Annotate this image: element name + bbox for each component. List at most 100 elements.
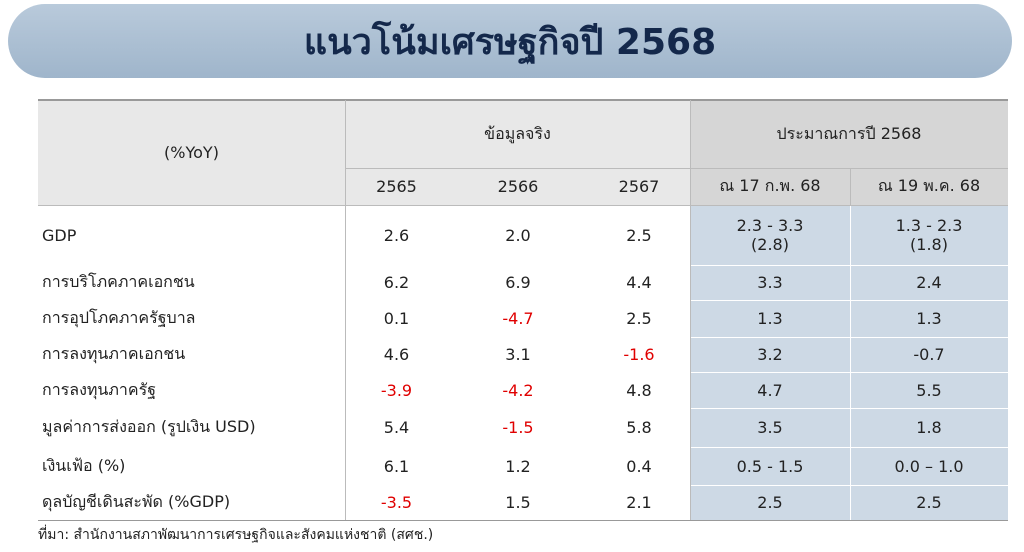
value: 1.8 <box>916 418 942 437</box>
rule <box>38 99 1008 101</box>
value: -1.5 <box>502 418 534 437</box>
value-cell: 0.1 <box>345 300 448 337</box>
row-label: การลงทุนภาครัฐ <box>42 379 157 399</box>
header-bg <box>38 100 690 205</box>
value-cell: 2.5 <box>588 205 690 265</box>
value-cell: 1.8 <box>850 408 1008 447</box>
title: แนวโน้มเศรษฐกิจปี 2568 <box>303 21 717 63</box>
column-cell: 2567 <box>588 168 690 205</box>
value: (2.8) <box>751 235 789 254</box>
column-cell: 2566 <box>448 168 588 205</box>
value-cell: 3.3 <box>690 265 850 300</box>
value-cell: 5.5 <box>850 372 1008 408</box>
value: 2.0 <box>505 225 531 245</box>
value: 2.5 <box>916 493 942 512</box>
value-cell: 2.6 <box>345 205 448 265</box>
group-cell: ประมาณการปี 2568 <box>690 100 1008 168</box>
value-cell: 2.5 <box>588 300 690 337</box>
value: 6.9 <box>505 273 531 292</box>
row-rule <box>691 300 1008 301</box>
row-label: GDP <box>42 225 77 245</box>
column-cell: ณ 19 พ.ค. 68 <box>850 168 1008 205</box>
corner: (%YoY) <box>164 143 219 162</box>
value-cell: 1.3 - 2.3 (1.8) <box>850 205 1008 265</box>
row-label-cell: การอุปโภคภาครัฐบาล <box>38 300 345 337</box>
value-cell: 5.8 <box>588 408 690 447</box>
row-label-cell: ดุลบัญชีเดินสะพัด (%GDP) <box>38 485 345 520</box>
row-label-cell: การลงทุนภาคเอกชน <box>38 337 345 372</box>
value-cell: 6.1 <box>345 447 448 485</box>
value-cell: -0.7 <box>850 337 1008 372</box>
value-cell: -3.9 <box>345 372 448 408</box>
value: 1.3 <box>916 309 942 328</box>
value: 3.5 <box>757 418 783 437</box>
row-label: มูลค่าการส่งออก (รูปเงิน USD) <box>42 417 256 436</box>
value-cell: 4.8 <box>588 372 690 408</box>
value: 2.6 <box>383 225 410 245</box>
row-rule <box>691 447 1008 448</box>
value-cell: 2.3 - 3.3 (2.8) <box>690 205 850 265</box>
group-cell: ข้อมูลจริง <box>345 100 690 168</box>
row-label-cell: เงินเฟ้อ (%) <box>38 447 345 485</box>
value-cell: -4.7 <box>448 300 588 337</box>
value-cell: 2.5 <box>850 485 1008 520</box>
row-label: การอุปโภคภาครัฐบาล <box>42 308 196 327</box>
value: 0.5 - 1.5 <box>736 456 804 476</box>
value: 4.7 <box>757 380 783 400</box>
header-bg-forecast <box>690 100 1008 205</box>
row-rule <box>691 372 1008 373</box>
value: 5.8 <box>626 418 652 437</box>
value-cell: 1.3 <box>850 300 1008 337</box>
value-cell: -3.5 <box>345 485 448 520</box>
column-header: 2565 <box>376 177 417 196</box>
value: 3.2 <box>757 345 783 364</box>
footnote: ที่มา: สำนักงานสภาพัฒนาการเศรษฐกิจและสัง… <box>38 522 433 548</box>
value: 4.6 <box>383 345 410 364</box>
value: 1.3 - 2.3 <box>895 216 963 235</box>
value: 2.5 <box>757 493 783 512</box>
source: ที่มา: สำนักงานสภาพัฒนาการเศรษฐกิจและสัง… <box>38 527 434 543</box>
value-cell: 3.2 <box>690 337 850 372</box>
value-cell: 2.1 <box>588 485 690 520</box>
value: (1.8) <box>910 235 948 254</box>
value: -3.9 <box>380 380 413 400</box>
row-label-cell: การลงทุนภาครัฐ <box>38 372 345 408</box>
divider <box>850 168 851 205</box>
value-cell: 2.0 <box>448 205 588 265</box>
row-label: ดุลบัญชีเดินสะพัด (%GDP) <box>42 492 231 511</box>
value: 2.4 <box>916 273 942 292</box>
value-cell: 4.6 <box>345 337 448 372</box>
value: 1.2 <box>505 456 531 476</box>
group-header: ประมาณการปี 2568 <box>776 123 922 143</box>
value: 1.3 <box>757 309 783 328</box>
value: 2.3 - 3.3 <box>736 216 804 235</box>
rule <box>345 168 1008 169</box>
value-cell: 2.4 <box>850 265 1008 300</box>
value: -3.5 <box>380 493 413 512</box>
value: -4.7 <box>502 309 534 328</box>
value: 6.1 <box>383 456 410 476</box>
value: 2.5 <box>626 225 652 245</box>
divider <box>690 100 691 520</box>
value: 5.5 <box>916 380 942 400</box>
value: 1.5 <box>505 493 531 512</box>
rule <box>38 520 1008 521</box>
value-cell: 2.5 <box>690 485 850 520</box>
row-rule <box>691 265 1008 266</box>
row-label-cell: การบริโภคภาคเอกชน <box>38 265 345 300</box>
row-rule <box>691 485 1008 486</box>
row-label-cell: GDP <box>38 205 345 265</box>
value-cell: 5.4 <box>345 408 448 447</box>
value: 2.1 <box>626 493 652 512</box>
divider <box>345 100 346 520</box>
value-cell: 3.5 <box>690 408 850 447</box>
value: 0.0 – 1.0 <box>894 456 964 476</box>
value-cell: 1.2 <box>448 447 588 485</box>
value: 5.4 <box>383 418 410 437</box>
value-cell: 0.4 <box>588 447 690 485</box>
value-cell: 1.5 <box>448 485 588 520</box>
column-header: ณ 19 พ.ค. 68 <box>877 176 981 195</box>
row-label: การบริโภคภาคเอกชน <box>42 272 195 291</box>
row-rule <box>691 408 1008 409</box>
row-label: เงินเฟ้อ (%) <box>42 455 126 475</box>
